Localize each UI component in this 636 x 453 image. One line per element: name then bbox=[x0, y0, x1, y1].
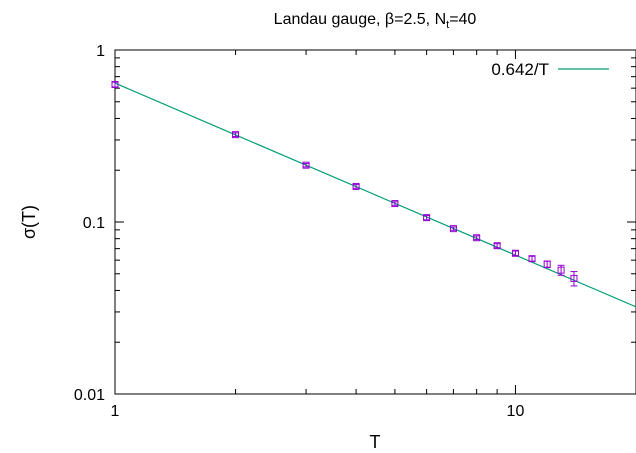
data-point bbox=[528, 255, 536, 263]
point-marker bbox=[473, 234, 481, 242]
data-point bbox=[352, 182, 360, 190]
point-marker bbox=[111, 81, 119, 89]
data-point bbox=[557, 264, 565, 276]
point-marker bbox=[543, 260, 551, 268]
data-point bbox=[391, 200, 399, 208]
data-point bbox=[473, 234, 481, 242]
point-marker bbox=[528, 255, 536, 263]
data-point bbox=[423, 214, 431, 222]
legend-label-fit: 0.642/T bbox=[491, 60, 549, 79]
point-marker bbox=[232, 131, 240, 139]
tick-labels: 0.01 0.1 1 1 10 bbox=[74, 43, 525, 420]
data-point bbox=[232, 131, 240, 139]
chart-title-main: Landau gauge, β=2.5, N bbox=[274, 11, 446, 28]
data-point bbox=[543, 260, 551, 269]
point-marker bbox=[352, 182, 360, 190]
plot-frame bbox=[114, 49, 636, 395]
y-tick-label: 0.1 bbox=[83, 215, 105, 232]
y-tick-label: 1 bbox=[96, 43, 105, 60]
data-point bbox=[111, 81, 119, 89]
data-point bbox=[511, 249, 519, 257]
x-tick-label: 10 bbox=[507, 403, 525, 420]
x-axis-label: T bbox=[370, 432, 381, 452]
data-point bbox=[302, 161, 310, 169]
y-tick-label: 0.01 bbox=[74, 387, 105, 404]
fit-curve-layer bbox=[114, 82, 636, 308]
point-marker bbox=[302, 161, 310, 169]
chart-title: Landau gauge, β=2.5, Nt=40 bbox=[274, 11, 477, 31]
data-point bbox=[570, 271, 578, 287]
legend: 0.642/T bbox=[491, 60, 609, 79]
point-marker bbox=[557, 266, 565, 274]
x-tick-label: 1 bbox=[111, 403, 120, 420]
data-point bbox=[493, 242, 501, 250]
point-marker bbox=[423, 214, 431, 222]
point-marker bbox=[449, 225, 457, 233]
data-points-layer bbox=[111, 81, 578, 287]
axis-ticks bbox=[114, 50, 636, 395]
data-point bbox=[449, 225, 457, 233]
point-marker bbox=[570, 274, 578, 282]
point-marker bbox=[391, 200, 399, 208]
chart-title-subscript: t bbox=[446, 19, 449, 31]
y-axis-label: σ(T) bbox=[19, 205, 39, 239]
fit-curve bbox=[114, 82, 636, 308]
chart-title-tail: =40 bbox=[449, 11, 476, 28]
point-marker bbox=[511, 249, 519, 257]
point-marker bbox=[493, 242, 501, 250]
